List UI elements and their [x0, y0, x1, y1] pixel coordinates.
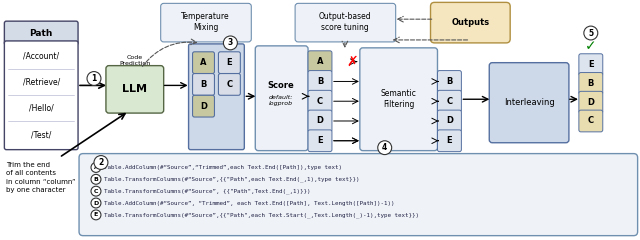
Text: E: E [317, 136, 323, 145]
Text: B: B [588, 79, 594, 88]
Text: Semantic
Filtering: Semantic Filtering [381, 89, 417, 109]
Text: 1: 1 [92, 74, 97, 83]
FancyBboxPatch shape [79, 154, 637, 236]
Text: Table.TransformColumns(#“Source”, {{"Path",Text.End(_,1)}}): Table.TransformColumns(#“Source”, {{"Pat… [104, 188, 310, 194]
Text: A: A [93, 165, 99, 170]
FancyBboxPatch shape [193, 95, 214, 117]
Text: D: D [200, 102, 207, 111]
FancyBboxPatch shape [438, 130, 461, 152]
FancyBboxPatch shape [189, 44, 244, 150]
Text: B: B [200, 80, 207, 89]
Text: Code
Prediction: Code Prediction [119, 55, 150, 66]
Circle shape [378, 141, 392, 155]
Text: ✗: ✗ [346, 55, 358, 69]
Text: Table.TransformColumns(#“Source”,{{"Path",each Text.Start(_,Text.Length(_)-1),ty: Table.TransformColumns(#“Source”,{{"Path… [104, 212, 419, 218]
Text: ✓: ✓ [585, 39, 596, 53]
FancyBboxPatch shape [193, 73, 214, 95]
Text: 5: 5 [588, 29, 593, 37]
Text: Score: Score [268, 81, 294, 90]
Text: Interleaving: Interleaving [504, 98, 554, 107]
Text: D: D [446, 116, 453, 126]
Text: E: E [588, 60, 594, 69]
FancyBboxPatch shape [308, 130, 332, 152]
Text: C: C [317, 97, 323, 106]
Text: A: A [200, 58, 207, 67]
Text: 2: 2 [99, 158, 104, 167]
FancyBboxPatch shape [438, 110, 461, 132]
Text: /Account/: /Account/ [23, 52, 60, 60]
FancyBboxPatch shape [295, 3, 396, 42]
Text: 4: 4 [382, 143, 387, 152]
Circle shape [87, 72, 101, 85]
FancyBboxPatch shape [308, 110, 332, 132]
Text: B: B [317, 77, 323, 86]
FancyBboxPatch shape [218, 73, 241, 95]
Circle shape [223, 36, 237, 50]
FancyBboxPatch shape [4, 21, 78, 45]
FancyBboxPatch shape [489, 63, 569, 143]
Text: E: E [447, 136, 452, 145]
FancyBboxPatch shape [438, 71, 461, 92]
Text: Outputs: Outputs [451, 18, 490, 27]
FancyBboxPatch shape [579, 72, 603, 94]
Text: C: C [446, 97, 452, 106]
FancyBboxPatch shape [438, 90, 461, 112]
Circle shape [94, 156, 108, 169]
Text: B: B [446, 77, 452, 86]
Circle shape [91, 210, 101, 220]
FancyBboxPatch shape [579, 91, 603, 113]
Text: E: E [227, 58, 232, 67]
Text: /Hello/: /Hello/ [29, 104, 54, 113]
Text: Trim the end
of all contents
in column “column”
by one character: Trim the end of all contents in column “… [6, 162, 76, 193]
Text: 3: 3 [228, 38, 233, 48]
Text: Table.AddColumn(#“Source”,“Trimmed”,each Text.End([Path]),type text): Table.AddColumn(#“Source”,“Trimmed”,each… [104, 165, 342, 170]
Text: Path: Path [29, 29, 53, 37]
Text: D: D [317, 116, 323, 126]
FancyBboxPatch shape [431, 2, 510, 43]
FancyBboxPatch shape [308, 71, 332, 92]
FancyBboxPatch shape [255, 46, 308, 151]
Text: default:
logprob: default: logprob [269, 95, 293, 106]
Circle shape [91, 198, 101, 208]
Text: Temperature
Mixing: Temperature Mixing [181, 12, 230, 32]
Text: Table.TransformColumns(#“Source”,{{"Path",each Text.End(_,1),type text}}): Table.TransformColumns(#“Source”,{{"Path… [104, 176, 360, 182]
FancyBboxPatch shape [106, 66, 164, 113]
FancyBboxPatch shape [161, 3, 252, 42]
Text: Output-based
score tuning: Output-based score tuning [319, 12, 371, 32]
Text: Table.AddColumn(#“Source”, “Trimmed”, each Text.End([Path], Text.Length([Path])-: Table.AddColumn(#“Source”, “Trimmed”, ea… [104, 201, 394, 205]
Text: B: B [93, 177, 99, 182]
Text: C: C [93, 189, 98, 194]
FancyBboxPatch shape [193, 52, 214, 73]
FancyBboxPatch shape [218, 52, 241, 73]
FancyBboxPatch shape [308, 90, 332, 112]
Text: C: C [588, 116, 594, 126]
FancyBboxPatch shape [360, 48, 438, 151]
Text: D: D [588, 98, 595, 107]
Circle shape [584, 26, 598, 40]
Circle shape [91, 186, 101, 196]
Text: /Test/: /Test/ [31, 130, 51, 139]
FancyBboxPatch shape [308, 51, 332, 72]
Text: A: A [317, 57, 323, 66]
FancyBboxPatch shape [4, 41, 78, 150]
Text: E: E [94, 212, 98, 217]
Text: C: C [227, 80, 232, 89]
Text: D: D [93, 201, 99, 205]
Circle shape [91, 174, 101, 184]
Circle shape [91, 162, 101, 172]
Text: LLM: LLM [122, 84, 147, 94]
FancyBboxPatch shape [579, 110, 603, 132]
Text: /Retrieve/: /Retrieve/ [22, 78, 60, 87]
FancyBboxPatch shape [579, 54, 603, 76]
